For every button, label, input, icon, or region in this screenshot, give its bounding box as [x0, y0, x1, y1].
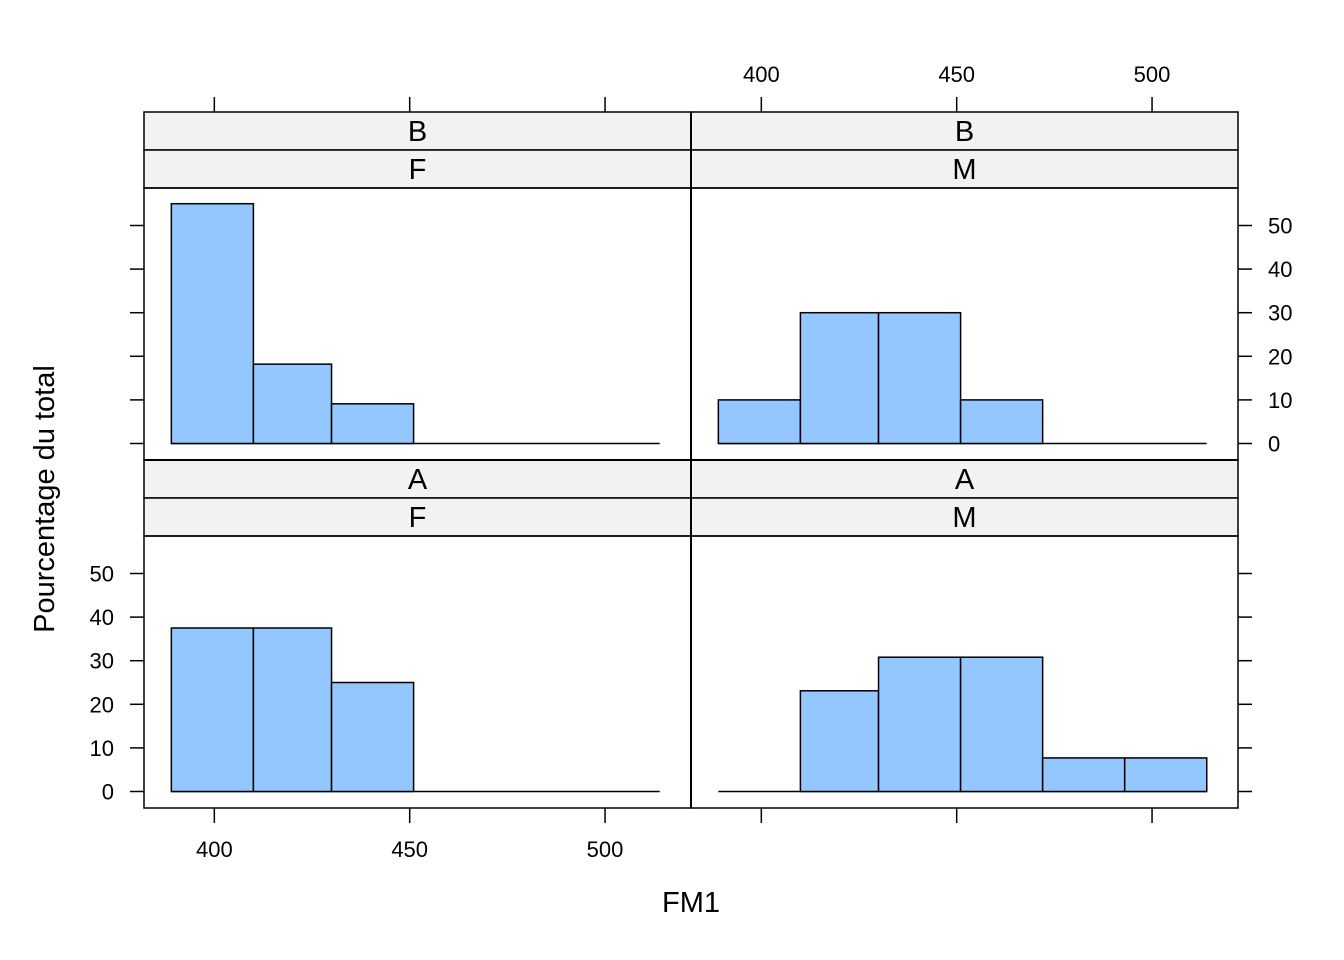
- histogram-bar: [877, 656, 962, 793]
- histogram-bar: [799, 311, 880, 445]
- y-axis-title: Pourcentage du total: [29, 365, 61, 633]
- y-tick-label: 0: [102, 780, 114, 805]
- strip-label-B: B: [955, 116, 974, 148]
- y-tick-label: 50: [1268, 214, 1292, 239]
- histogram-bar: [877, 311, 962, 445]
- x-tick-label: 500: [1134, 62, 1171, 87]
- strip-outer: [690, 459, 1239, 499]
- x-tick-label: 450: [938, 62, 975, 87]
- histogram-bar: [1123, 757, 1208, 793]
- y-tick-label: 30: [90, 649, 114, 674]
- histogram-bar: [959, 656, 1044, 793]
- x-tick-label: 450: [391, 837, 428, 862]
- histogram-bar: [170, 202, 255, 445]
- histogram-bar: [252, 627, 333, 793]
- y-tick-label: 10: [90, 736, 114, 761]
- strip-inner: [690, 497, 1239, 537]
- y-tick-label: 0: [1268, 432, 1280, 457]
- histogram-bar: [170, 627, 255, 793]
- y-tick-label: 50: [90, 562, 114, 587]
- y-tick-label: 10: [1268, 388, 1292, 413]
- x-tick-label: 400: [196, 837, 233, 862]
- strip-outer: [690, 111, 1239, 151]
- histogram-bar: [1041, 757, 1126, 793]
- strip-label-A: A: [955, 464, 975, 496]
- y-tick-label: 20: [1268, 344, 1292, 369]
- x-tick-label: 400: [743, 62, 780, 87]
- histogram-bar: [717, 399, 802, 445]
- x-tick-label: 500: [587, 837, 624, 862]
- strip-label-B: B: [408, 116, 427, 148]
- histogram-bar: [959, 399, 1044, 445]
- histogram-bar: [252, 363, 333, 445]
- strip-label-M: M: [952, 154, 976, 186]
- strip-label-M: M: [952, 502, 976, 534]
- strip-inner: [143, 149, 692, 189]
- x-axis-title: FM1: [662, 887, 720, 919]
- strip-label-F: F: [409, 154, 427, 186]
- y-tick-label: 40: [90, 605, 114, 630]
- histogram-bar: [799, 690, 880, 793]
- strip-label-A: A: [408, 464, 428, 496]
- strip-inner: [690, 149, 1239, 189]
- strip-outer: [143, 111, 692, 151]
- y-tick-label: 20: [90, 692, 114, 717]
- strip-label-F: F: [409, 502, 427, 534]
- y-tick-label: 40: [1268, 257, 1292, 282]
- histogram-bar: [330, 403, 415, 445]
- histogram-bar: [330, 681, 415, 793]
- y-tick-label: 30: [1268, 301, 1292, 326]
